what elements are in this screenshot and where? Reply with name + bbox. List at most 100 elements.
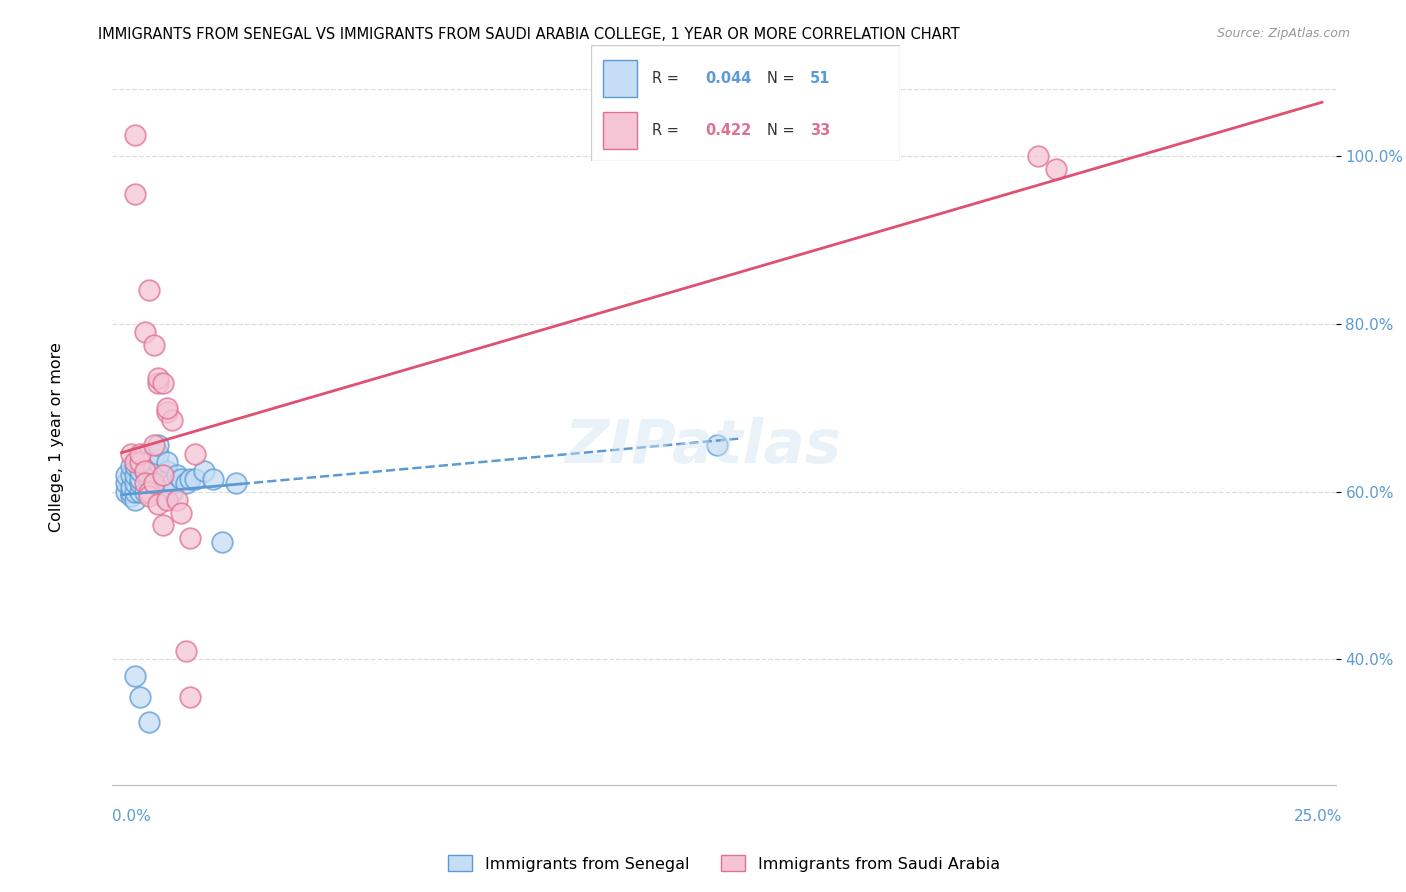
Point [184,447,207,461]
Text: 0.422: 0.422 [704,123,751,138]
Point [124,476,146,491]
Point [202,472,225,486]
Point [115,484,138,499]
Point [134,476,156,491]
Point [179,690,201,704]
Point [152,467,174,482]
Point [115,476,138,491]
Text: 25.0%: 25.0% [1295,809,1343,823]
Point [124,492,146,507]
Point [179,531,201,545]
Point [124,128,146,143]
Point [142,447,165,461]
Point [138,484,160,499]
Point [120,459,142,474]
Point [1026,149,1049,163]
Point [129,455,152,469]
Point [129,447,152,461]
Point [142,476,165,491]
Point [120,484,142,499]
Y-axis label: College, 1 year or more: College, 1 year or more [49,343,65,532]
Point [134,484,156,499]
Point [129,464,152,478]
Point [170,506,193,520]
Point [120,467,142,482]
Legend: Immigrants from Senegal, Immigrants from Saudi Arabia: Immigrants from Senegal, Immigrants from… [441,848,1007,878]
Point [152,376,174,390]
Point [160,413,183,427]
Text: N =: N = [766,123,794,138]
Point [156,401,179,415]
Point [124,484,146,499]
Point [124,459,146,474]
Text: IMMIGRANTS FROM SENEGAL VS IMMIGRANTS FROM SAUDI ARABIA COLLEGE, 1 YEAR OR MORE : IMMIGRANTS FROM SENEGAL VS IMMIGRANTS FR… [98,27,960,42]
Point [148,447,170,461]
Point [129,472,152,486]
Point [211,534,233,549]
Point [148,371,170,385]
Point [134,326,156,340]
Point [124,467,146,482]
FancyBboxPatch shape [603,60,637,97]
Text: R =: R = [652,123,679,138]
Point [148,376,170,390]
Point [138,715,160,730]
Point [148,455,170,469]
Point [134,447,156,461]
Point [142,467,165,482]
Point [138,484,160,499]
Point [160,484,183,499]
Point [179,472,201,486]
Point [142,459,165,474]
Point [184,472,207,486]
Point [134,464,156,478]
Point [148,497,170,511]
Point [138,455,160,469]
Point [160,476,183,491]
Point [156,405,179,419]
Point [148,438,170,452]
Point [225,476,247,491]
Point [170,472,193,486]
Text: 33: 33 [810,123,831,138]
Point [152,476,174,491]
Point [120,489,142,503]
Point [142,438,165,452]
Point [124,186,146,201]
FancyBboxPatch shape [591,45,900,161]
Point [174,644,197,658]
FancyBboxPatch shape [603,112,637,149]
Point [129,690,152,704]
Point [156,476,179,491]
Point [120,480,142,494]
Point [138,284,160,298]
Text: Source: ZipAtlas.com: Source: ZipAtlas.com [1216,27,1350,40]
Point [115,467,138,482]
Point [156,455,179,469]
Point [138,489,160,503]
Text: ZIPatlas: ZIPatlas [564,417,842,475]
Point [706,438,728,452]
Point [138,464,160,478]
Point [134,455,156,469]
Point [174,476,197,491]
Point [129,484,152,499]
Point [166,467,188,482]
Point [156,492,179,507]
Text: N =: N = [766,70,794,86]
Point [120,447,142,461]
Point [193,464,215,478]
Text: 0.044: 0.044 [704,70,751,86]
Point [134,464,156,478]
Point [124,455,146,469]
Point [166,492,188,507]
Text: 51: 51 [810,70,831,86]
Text: R =: R = [652,70,679,86]
Text: 0.0%: 0.0% [112,809,152,823]
Point [129,476,152,491]
Point [152,518,174,533]
Point [1045,161,1067,176]
Point [156,464,179,478]
Point [138,472,160,486]
Point [142,338,165,352]
